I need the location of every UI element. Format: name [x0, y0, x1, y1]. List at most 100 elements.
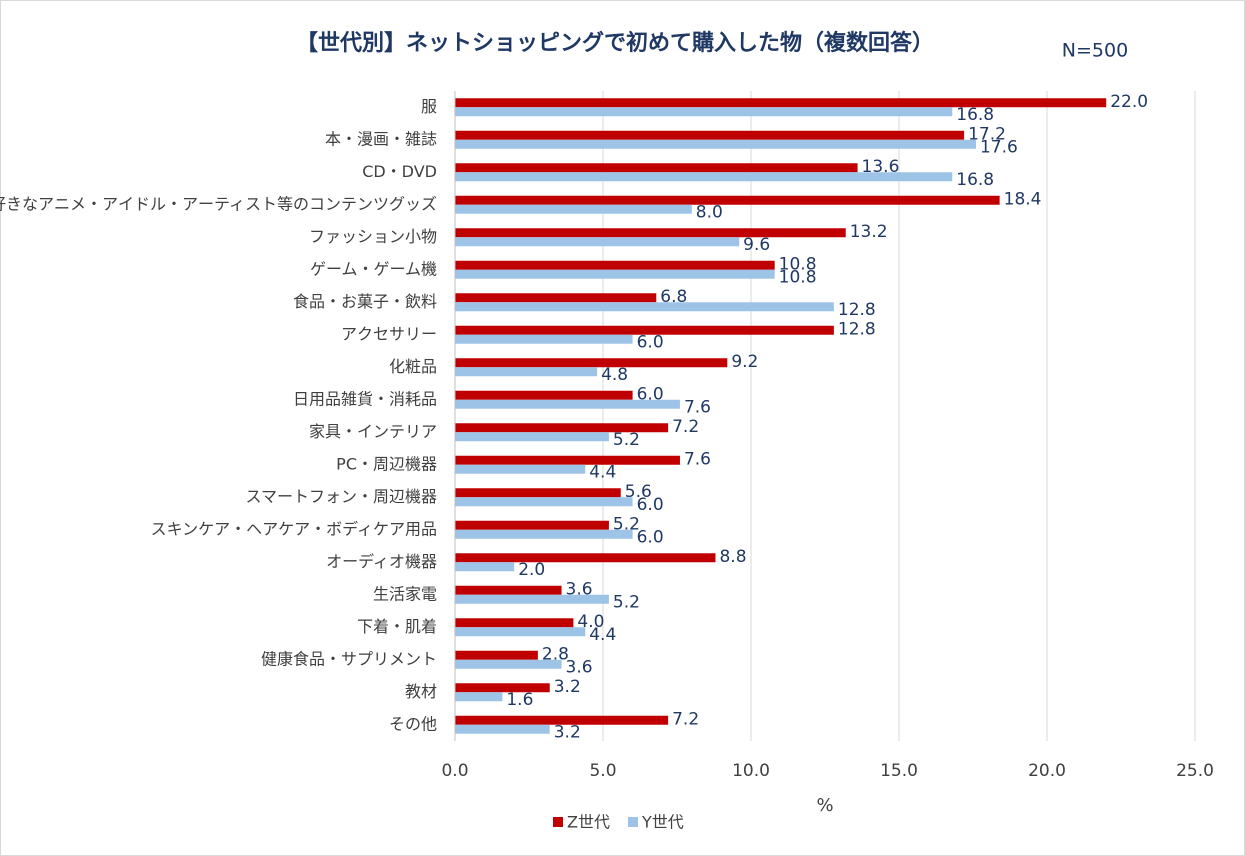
data-label: 6.0 [637, 384, 664, 404]
legend-swatch [553, 817, 563, 827]
data-label: 5.2 [613, 514, 640, 534]
data-label: 10.8 [779, 254, 817, 274]
y-tick-label: 服 [421, 97, 437, 116]
bar [455, 325, 834, 335]
bar [455, 98, 1107, 108]
bar [455, 585, 562, 595]
bar [455, 163, 858, 173]
bar [455, 334, 633, 344]
bar [455, 715, 669, 725]
legend-label: Y世代 [641, 813, 684, 832]
data-label: 1.6 [506, 690, 533, 710]
bar [455, 594, 609, 604]
y-tick-label: PC・周辺機器 [336, 454, 437, 473]
bar [455, 302, 834, 312]
y-tick-label: その他 [389, 714, 437, 733]
bar [455, 260, 775, 270]
bar [455, 237, 740, 247]
data-label: 12.8 [838, 319, 876, 339]
bar [455, 488, 621, 498]
data-label: 7.6 [684, 449, 711, 469]
data-label: 6.8 [660, 287, 687, 307]
data-label: 5.6 [625, 482, 652, 502]
x-tick-label: 5.0 [589, 761, 616, 781]
bar [455, 618, 574, 628]
x-tick-label: 15.0 [880, 761, 918, 781]
bar [455, 195, 1000, 205]
bar [455, 455, 680, 465]
x-tick-label: 25.0 [1176, 761, 1214, 781]
data-label: 8.8 [719, 547, 746, 567]
bar [455, 724, 550, 734]
data-label: 5.2 [613, 430, 640, 450]
y-tick-label: アクセサリー [341, 324, 437, 343]
data-label: 5.2 [613, 592, 640, 612]
bar [455, 692, 503, 702]
y-tick-label: 本・漫画・雑誌 [325, 129, 437, 148]
bar [455, 627, 586, 637]
bar [455, 683, 550, 693]
data-label: 17.6 [980, 137, 1018, 157]
data-label: 13.6 [862, 157, 900, 177]
data-label: 7.6 [684, 397, 711, 417]
bar [455, 228, 846, 238]
data-label: 3.6 [566, 579, 593, 599]
y-tick-label: 日用品雑貨・消耗品 [293, 389, 437, 408]
y-tick-label: 生活家電 [373, 584, 437, 603]
y-tick-label: 好きなアニメ・アイドル・アーティスト等のコンテンツグッズ [0, 194, 437, 213]
y-tick-label: 食品・お菓子・飲料 [293, 292, 437, 311]
bar [455, 432, 609, 442]
bar [455, 358, 728, 368]
y-tick-label: オーディオ機器 [326, 552, 437, 571]
data-label: 4.4 [589, 625, 616, 645]
y-tick-label: スマートフォン・周辺機器 [245, 487, 437, 506]
y-tick-label: ファッション小物 [309, 227, 437, 246]
data-label: 3.6 [566, 657, 593, 677]
bar [455, 497, 633, 507]
data-label: 6.0 [637, 495, 664, 515]
data-label: 3.2 [554, 677, 581, 697]
y-tick-label: ゲーム・ゲーム機 [310, 259, 437, 278]
data-label: 9.6 [743, 235, 770, 255]
bar [455, 293, 657, 303]
data-label: 6.0 [637, 332, 664, 352]
data-label: 7.2 [672, 417, 699, 437]
bar [455, 659, 562, 669]
data-label: 2.0 [518, 560, 545, 580]
bar [455, 139, 976, 149]
x-tick-label: 10.0 [732, 761, 770, 781]
data-label: 16.8 [956, 170, 994, 190]
bar [455, 650, 538, 660]
y-tick-label: 家具・インテリア [309, 422, 437, 441]
bar [455, 390, 633, 400]
bar [455, 367, 598, 377]
data-label: 8.0 [696, 202, 723, 222]
y-tick-label: 下着・肌着 [357, 617, 437, 636]
bar [455, 529, 633, 539]
data-label: 10.8 [779, 267, 817, 287]
bar [455, 130, 965, 140]
data-label: 22.0 [1110, 92, 1148, 112]
data-label: 9.2 [731, 352, 758, 372]
data-label: 7.2 [672, 709, 699, 729]
bar [455, 423, 669, 433]
chart-title: 【世代別】ネットショッピングで初めて購入した物（複数回答） [296, 30, 934, 56]
x-axis-title: % [816, 795, 833, 816]
data-label: 18.4 [1004, 189, 1042, 209]
data-label: 2.8 [542, 644, 569, 664]
y-tick-label: 教材 [405, 682, 437, 701]
legend-label: Z世代 [567, 813, 610, 832]
x-tick-label: 20.0 [1028, 761, 1066, 781]
data-label: 4.4 [589, 462, 616, 482]
bar [455, 172, 953, 182]
data-label: 13.2 [850, 222, 888, 242]
sample-size: N=500 [1062, 40, 1128, 62]
bar [455, 399, 680, 409]
data-label: 4.8 [601, 365, 628, 385]
data-label: 6.0 [637, 527, 664, 547]
bar [455, 204, 692, 214]
x-tick-label: 0.0 [441, 761, 468, 781]
data-label: 3.2 [554, 722, 581, 742]
data-label: 12.8 [838, 300, 876, 320]
